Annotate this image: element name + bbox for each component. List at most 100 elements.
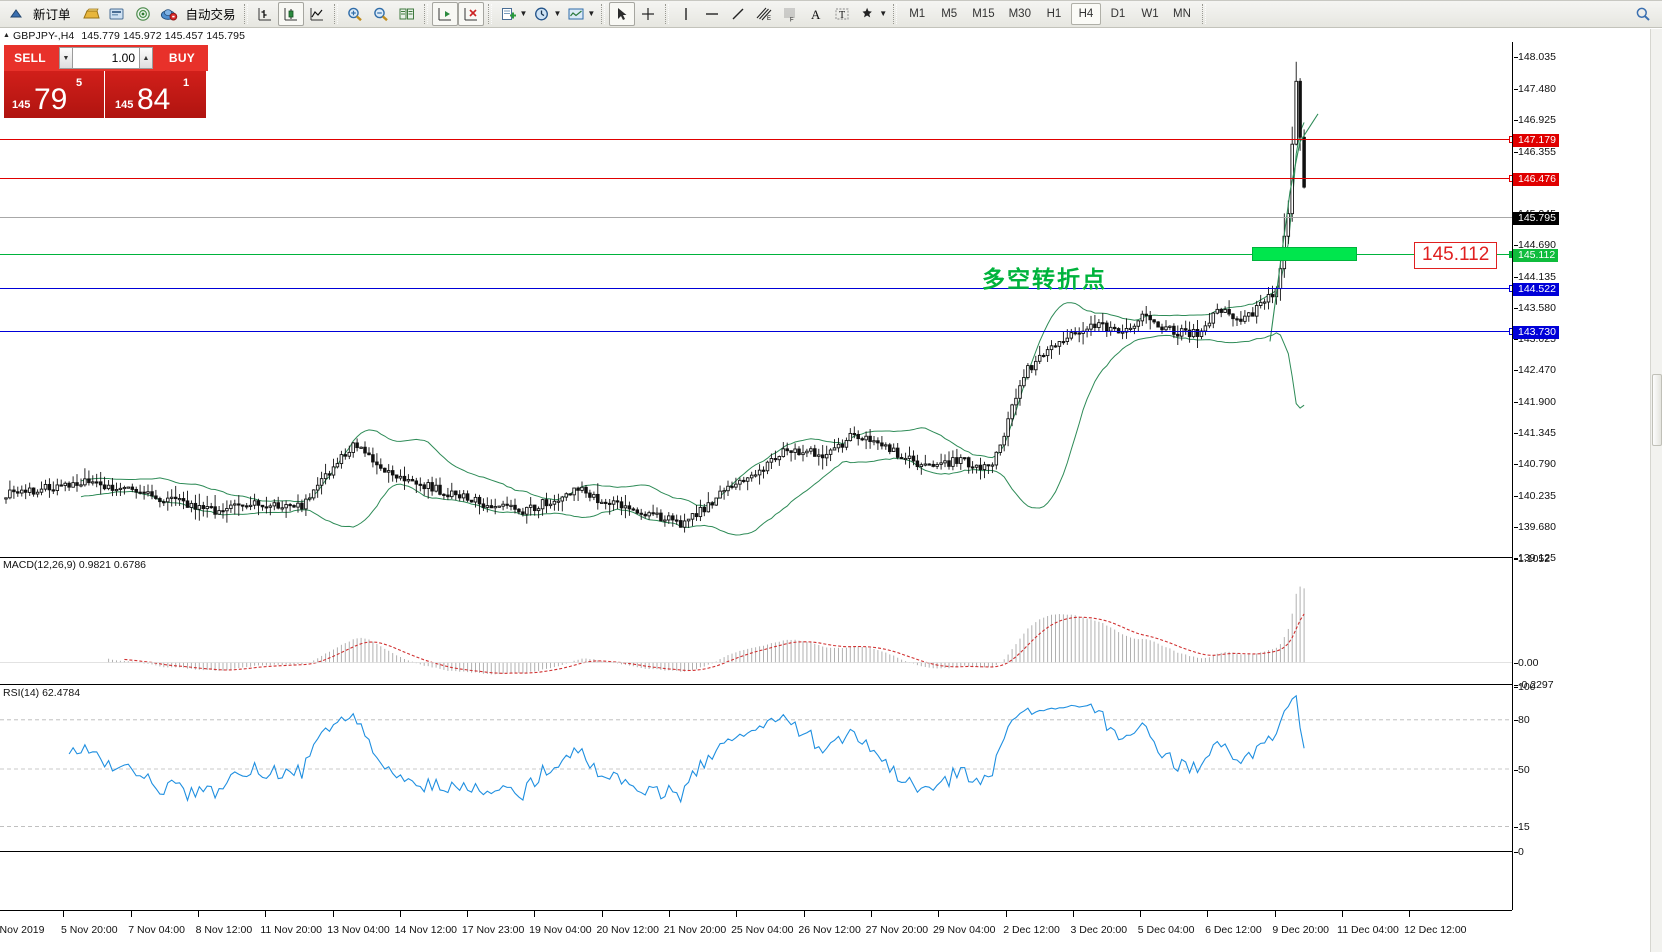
timeframe-m1[interactable]: M1 bbox=[909, 7, 926, 20]
tick-mark bbox=[1514, 558, 1518, 559]
vertical-line-icon[interactable] bbox=[673, 2, 699, 26]
indicators-icon[interactable] bbox=[496, 2, 522, 26]
shapes-icon[interactable] bbox=[855, 2, 881, 26]
chevron-down-icon[interactable]: ▼ bbox=[587, 9, 596, 18]
support-line-144[interactable] bbox=[0, 285, 1516, 292]
sell-button[interactable]: SELL bbox=[4, 45, 56, 71]
tick-mark bbox=[1514, 370, 1518, 372]
time-tick-label: 26 Nov 12:00 bbox=[798, 924, 861, 936]
signals-icon[interactable] bbox=[130, 2, 156, 26]
time-tick-mark bbox=[1207, 911, 1209, 917]
text-a-icon[interactable]: A bbox=[803, 2, 829, 26]
time-axis[interactable]: Nov 2019 5 Nov 20:00 7 Nov 04:00 8 Nov 12:0… bbox=[0, 910, 1512, 952]
time-tick-label: 19 Nov 04:00 bbox=[529, 924, 592, 936]
templates-icon[interactable] bbox=[563, 2, 589, 26]
auto-scroll-icon[interactable] bbox=[457, 1, 484, 26]
new-order-button[interactable]: 新订单 bbox=[0, 1, 78, 27]
terminal-icon[interactable] bbox=[104, 2, 130, 26]
price-level-label[interactable]: 144.522 bbox=[1513, 283, 1559, 296]
text-label-icon[interactable]: T bbox=[829, 2, 855, 26]
time-tick-label: 29 Nov 04:00 bbox=[932, 924, 996, 936]
timeframe-mn[interactable]: MN bbox=[1173, 7, 1191, 20]
tick-mark bbox=[1514, 663, 1518, 665]
time-tick-mark bbox=[265, 911, 267, 917]
rsi-tick: 0 bbox=[1514, 847, 1524, 857]
sell-price-display[interactable]: 145 79 5 bbox=[4, 71, 105, 118]
volume-stepper: ▼ 1.00 ▲ bbox=[56, 45, 156, 71]
chart-minimize-icon[interactable]: ▲ bbox=[3, 32, 11, 39]
zoom-in-icon[interactable] bbox=[342, 2, 368, 26]
price-tick: 140.790 bbox=[1514, 459, 1556, 470]
timeframe-m5[interactable]: M5 bbox=[941, 7, 958, 20]
rsi-label: RSI(14) 62.4784 bbox=[3, 687, 81, 699]
time-tick-mark bbox=[1140, 911, 1142, 917]
price-tick: 141.900 bbox=[1514, 397, 1556, 407]
rsi-pane[interactable] bbox=[0, 687, 1512, 852]
gold-bar-icon[interactable] bbox=[78, 2, 104, 26]
candlestick-icon[interactable] bbox=[277, 1, 304, 26]
volume-increase-button[interactable]: ▲ bbox=[139, 47, 153, 69]
timeframe-h4[interactable]: H4 bbox=[1070, 2, 1101, 25]
price-level-label[interactable]: 145.795 bbox=[1513, 212, 1559, 225]
macd-tick: 0.00 bbox=[1514, 658, 1538, 669]
volume-decrease-button[interactable]: ▼ bbox=[59, 47, 73, 69]
time-tick-mark bbox=[1342, 911, 1343, 917]
scrollbar-thumb[interactable] bbox=[1652, 374, 1662, 446]
fibonacci-icon[interactable]: F bbox=[777, 2, 803, 26]
pivot-zone-highlight[interactable] bbox=[1252, 247, 1357, 261]
chart-area[interactable]: 145.112 多空转折点 MACD(12,26,9) 0.9821 0.678… bbox=[0, 42, 1662, 952]
price-tick: 146.355 bbox=[1514, 147, 1556, 157]
chevron-down-icon[interactable]: ▼ bbox=[553, 9, 562, 18]
crosshair-icon[interactable] bbox=[635, 2, 661, 26]
buy-price-display[interactable]: 145 84 1 bbox=[105, 71, 206, 118]
buy-button[interactable]: BUY bbox=[156, 45, 208, 71]
timeframe-m15[interactable]: M15 bbox=[972, 7, 995, 20]
auto-trading-icon[interactable] bbox=[156, 2, 182, 26]
resistance-line-147[interactable] bbox=[0, 136, 1516, 143]
price-level-label[interactable]: 143.730 bbox=[1513, 326, 1559, 339]
cursor-icon[interactable] bbox=[609, 1, 636, 26]
time-tick-mark bbox=[130, 911, 132, 917]
volume-input[interactable]: 1.00 bbox=[73, 47, 139, 69]
toolbar-separator bbox=[333, 3, 338, 24]
chevron-down-icon[interactable]: ▼ bbox=[879, 9, 888, 18]
channel-icon[interactable]: E bbox=[751, 2, 777, 26]
time-tick-label: 5 Dec 04:00 bbox=[1137, 924, 1195, 936]
time-tick-label: 5 Nov 20:00 bbox=[60, 924, 118, 936]
zoom-out-icon[interactable] bbox=[368, 2, 394, 26]
tick-mark bbox=[1514, 464, 1518, 466]
symbol-name: GBPJPY-,H4 bbox=[13, 29, 75, 42]
tile-windows-icon[interactable] bbox=[394, 2, 420, 26]
svg-text:E: E bbox=[767, 16, 771, 22]
vertical-scrollbar[interactable] bbox=[1650, 29, 1662, 952]
price-level-label[interactable]: 147.179 bbox=[1513, 134, 1559, 147]
timeframe-h1[interactable]: H1 bbox=[1046, 7, 1062, 20]
chevron-down-icon[interactable]: ▼ bbox=[519, 9, 528, 18]
timeframe-m30[interactable]: M30 bbox=[1008, 7, 1031, 20]
price-pane[interactable] bbox=[0, 42, 1512, 558]
buy-price-fraction: 1 bbox=[183, 77, 190, 89]
price-tick: 139.125 bbox=[1514, 553, 1556, 563]
price-level-label[interactable]: 146.476 bbox=[1513, 173, 1559, 186]
symbol-ohlc-bar: ▲ GBPJPY-,H4 145.779 145.972 145.457 145… bbox=[0, 29, 1662, 42]
search-icon[interactable] bbox=[1630, 2, 1656, 26]
toolbar-separator bbox=[601, 3, 606, 24]
time-tick-label: 3 Dec 20:00 bbox=[1070, 924, 1128, 936]
price-tick: 140.235 bbox=[1514, 490, 1556, 501]
horizontal-line-icon[interactable] bbox=[699, 2, 725, 26]
trendline-icon[interactable] bbox=[725, 2, 751, 26]
auto-trading-label[interactable]: 自动交易 bbox=[185, 8, 236, 22]
price-level-label[interactable]: 145.112 bbox=[1513, 249, 1559, 262]
support-line-143[interactable] bbox=[0, 328, 1516, 335]
chart-shift-icon[interactable] bbox=[431, 1, 458, 26]
buy-price-prefix: 145 bbox=[115, 99, 134, 111]
macd-pane[interactable] bbox=[0, 559, 1512, 685]
bar-chart-icon[interactable] bbox=[252, 2, 278, 26]
time-tick-label: 8 Nov 12:00 bbox=[195, 924, 253, 936]
price-axis[interactable]: 148.035147.480146.925146.355145.795145.2… bbox=[1512, 42, 1662, 910]
timeframe-w1[interactable]: W1 bbox=[1141, 7, 1159, 20]
timeframe-d1[interactable]: D1 bbox=[1110, 7, 1126, 20]
line-chart-icon[interactable] bbox=[304, 2, 330, 26]
clock-icon[interactable] bbox=[529, 2, 555, 26]
resistance-line-146[interactable] bbox=[0, 175, 1516, 182]
